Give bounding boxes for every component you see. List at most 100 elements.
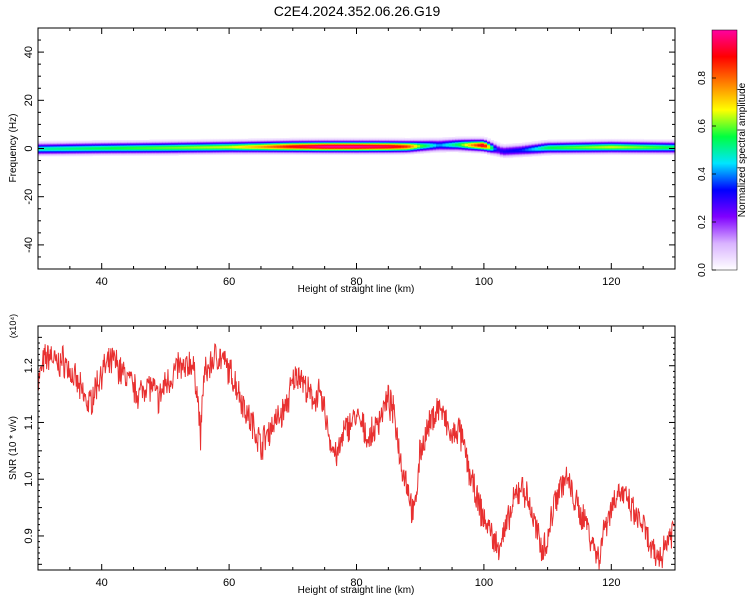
spectrogram-cell <box>346 152 351 154</box>
spectrogram-cell <box>608 138 612 141</box>
spectrogram-cell <box>280 152 284 154</box>
spectrogram-cell <box>162 143 166 145</box>
spectrogram-cell <box>582 147 587 150</box>
spectrogram-cell <box>646 141 651 144</box>
spectrogram-cell <box>350 146 354 148</box>
spectrogram-cell <box>146 140 151 142</box>
spectrogram-cell <box>229 141 233 144</box>
spectrogram-cell <box>225 153 230 155</box>
spectrogram-cell <box>633 149 638 151</box>
spectrogram-cell <box>617 144 622 147</box>
spectrogram-cell <box>289 144 294 147</box>
spectrogram-cell <box>407 147 412 150</box>
spectrogram-cell <box>337 149 342 151</box>
spectrogram-cell <box>350 141 354 143</box>
spectrogram-cell <box>98 151 103 153</box>
spectrogram-cell <box>461 143 466 145</box>
spectrogram-cell <box>187 153 192 155</box>
spectrogram-cell <box>251 150 256 153</box>
spectrogram-cell <box>509 152 514 154</box>
spectrogram-cell <box>636 150 641 152</box>
spectrogram-cell <box>232 141 237 144</box>
spectrogram-cell <box>413 144 418 147</box>
spectrogram-cell <box>579 150 584 152</box>
spectrogram-cell <box>477 152 482 154</box>
spectrogram-cell <box>73 155 77 157</box>
spectrogram-cell <box>206 147 211 150</box>
spectrogram-cell <box>630 150 635 152</box>
spectrogram-cell <box>152 143 157 145</box>
spectrogram-cell <box>401 141 405 144</box>
spectrogram-cell <box>366 139 370 141</box>
spectrogram-cell <box>120 153 125 155</box>
spectrogram-cell <box>63 142 68 144</box>
spectrogram-cell <box>171 139 176 141</box>
spectrogram-cell <box>222 149 227 151</box>
spectrogram-cell <box>353 140 358 142</box>
spectrogram-cell <box>643 148 647 150</box>
spectrogram-cell <box>633 140 638 142</box>
spectrogram-cell <box>334 140 338 142</box>
spectrogram-cell <box>343 151 348 153</box>
spectrogram-cell <box>337 141 342 143</box>
spectrogram-cell <box>620 153 625 155</box>
spectrogram-cell <box>375 149 380 151</box>
spectrogram-cell <box>95 151 100 153</box>
spectrogram-cell <box>499 144 504 146</box>
spectrogram-cell <box>480 146 485 148</box>
spectrogram-cell <box>480 144 485 146</box>
spectrogram-cell <box>219 148 224 150</box>
spectrogram-cell <box>388 141 393 143</box>
spectrogram-cell <box>372 146 377 148</box>
spectrogram-cell <box>391 148 396 150</box>
spectrogram-cell <box>104 140 109 142</box>
spectrogram-cell <box>636 141 641 143</box>
spectrogram-cell <box>280 149 284 151</box>
spectrogram-cell <box>66 142 71 144</box>
spectrogram-cell <box>442 142 447 144</box>
spectrogram-cell <box>108 140 112 142</box>
spectrogram-cell <box>162 152 166 154</box>
spectrogram-cell <box>139 143 144 145</box>
spectrogram-cell <box>582 140 587 142</box>
spectrogram-cell <box>394 141 399 144</box>
spectrogram-cell <box>324 153 329 156</box>
spectrogram-cell <box>346 141 351 144</box>
spectrogram-cell <box>334 147 338 149</box>
spectrogram-cell <box>146 152 151 154</box>
spectrogram-cell <box>531 152 536 154</box>
spectrogram-cell <box>95 152 100 154</box>
spectrogram-cell <box>324 138 329 141</box>
spectrogram-cell <box>92 141 96 144</box>
spectrogram-cell <box>624 143 628 145</box>
spectrogram-cell <box>385 139 389 141</box>
spectrogram-cell <box>305 147 310 150</box>
spectrogram-cell <box>111 151 116 153</box>
spectrogram-cell <box>340 142 345 144</box>
spectrogram-cell <box>190 145 195 147</box>
spectrogram-cell <box>213 150 217 152</box>
spectrogram-cell <box>362 148 367 150</box>
spectrogram-cell <box>585 150 590 153</box>
spectrogram-cell <box>280 138 284 140</box>
spectrogram-cell <box>73 146 77 148</box>
spectrogram-cell <box>445 148 450 150</box>
spectrogram-cell <box>104 143 109 145</box>
spectrogram-cell <box>117 140 122 142</box>
spectrogram-cell <box>404 147 409 150</box>
spectrogram-cell <box>541 147 546 149</box>
spectrogram-cell <box>308 144 313 146</box>
spectrogram-cell <box>553 153 558 156</box>
spectrogram-cell <box>136 140 141 142</box>
spectrogram-cell <box>209 148 214 150</box>
spectrogram-cell <box>130 143 135 145</box>
spectrogram-cell <box>139 154 144 156</box>
spectrogram-cell <box>206 153 211 156</box>
spectrogram-cell <box>547 140 552 142</box>
spectrogram-cell <box>219 142 224 144</box>
spectrogram-cell <box>611 141 616 144</box>
spectrogram-cell <box>260 141 265 143</box>
spectrogram-cell <box>426 144 431 147</box>
spectrogram-cell <box>467 146 472 148</box>
spectrogram-cell <box>538 148 542 150</box>
